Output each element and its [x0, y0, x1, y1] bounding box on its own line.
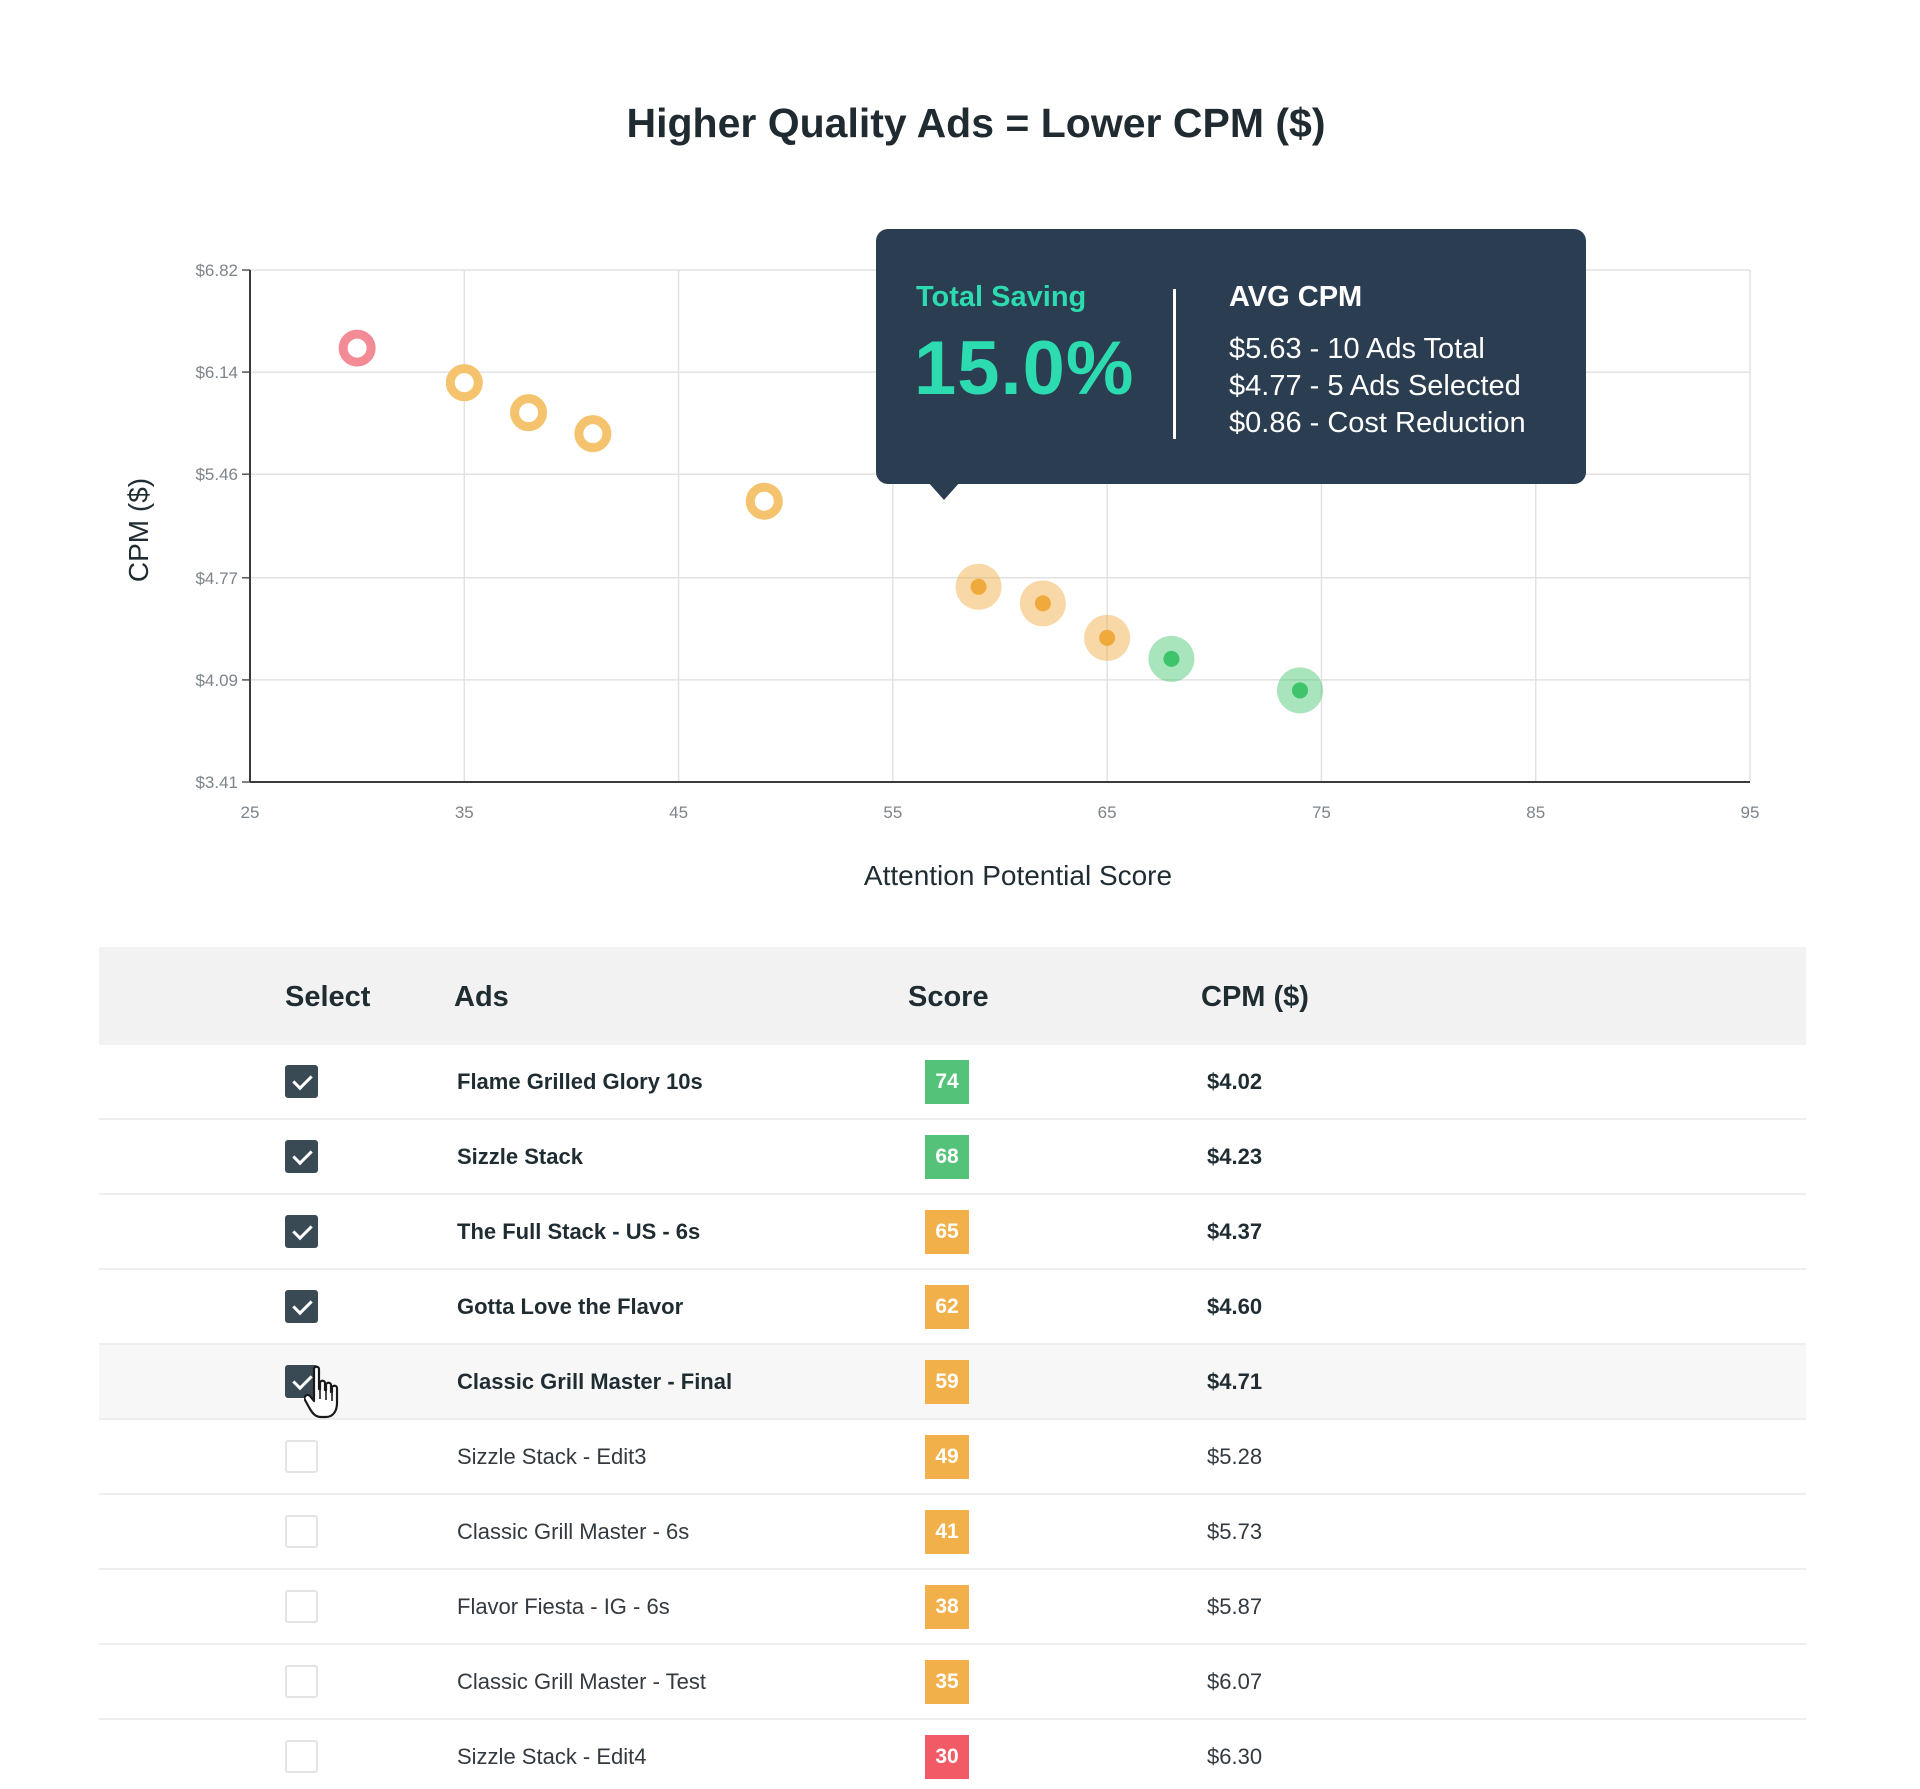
table-row[interactable]: Classic Grill Master - Test 35 $6.07 — [99, 1645, 1806, 1720]
table-row[interactable]: Gotta Love the Flavor 62 $4.60 — [99, 1270, 1806, 1345]
x-tick-label: 65 — [1098, 803, 1117, 822]
table-row[interactable]: Sizzle Stack - Edit3 49 $5.28 — [99, 1420, 1806, 1495]
y-tick-label: $3.41 — [195, 773, 238, 792]
unselected-point — [745, 482, 783, 520]
selected-point — [970, 578, 987, 595]
table-body: Flame Grilled Glory 10s 74 $4.02 Sizzle Sta… — [99, 1045, 1806, 1789]
header-select: Select — [285, 981, 371, 1013]
cpm-value: $6.30 — [1207, 1744, 1263, 1769]
table-row[interactable]: The Full Stack - US - 6s 65 $4.37 — [99, 1195, 1806, 1270]
unselected-point — [510, 394, 548, 432]
select-checkbox[interactable] — [285, 1140, 318, 1173]
x-tick-label: 95 — [1741, 803, 1760, 822]
scatter-chart: 25 35 45 55 65 75 85 95 $6.82 $6.14 $5.46 $4.77 $4.0… — [123, 261, 1760, 891]
avg-cpm-lines: $5.63 - 10 Ads Total $4.77 - 5 Ads Selec… — [1229, 331, 1526, 442]
ad-name: Classic Grill Master - 6s — [457, 1519, 690, 1544]
selected-point — [1034, 595, 1051, 612]
ad-name: The Full Stack - US - 6s — [457, 1219, 701, 1244]
avg-cpm-selected: $4.77 - 5 Ads Selected — [1229, 370, 1521, 402]
avg-cpm-total: $5.63 - 10 Ads Total — [1229, 333, 1485, 365]
selected-point — [1292, 682, 1308, 699]
table-header: Select Ads Score CPM ($) — [99, 947, 1806, 1045]
select-checkbox[interactable] — [285, 1515, 318, 1548]
x-tick-label: 85 — [1526, 803, 1545, 822]
x-tick-label: 55 — [883, 803, 902, 822]
ad-name: Classic Grill Master - Final — [457, 1369, 733, 1394]
score-badge: 35 — [925, 1660, 969, 1704]
table-row[interactable]: Sizzle Stack 68 $4.23 — [99, 1120, 1806, 1195]
y-tick-label: $6.14 — [195, 363, 238, 382]
avg-cpm-reduction: $0.86 - Cost Reduction — [1229, 407, 1526, 439]
cpm-value: $4.23 — [1207, 1144, 1263, 1169]
hand-cursor-icon — [304, 1365, 339, 1419]
score-badge: 59 — [925, 1360, 969, 1404]
score-badge: 62 — [925, 1285, 969, 1329]
select-checkbox[interactable] — [285, 1065, 318, 1098]
ad-name: Classic Grill Master - Test — [457, 1669, 706, 1694]
unselected-point — [338, 329, 376, 367]
ad-name: Sizzle Stack - Edit3 — [457, 1444, 647, 1469]
tooltip-arrow — [928, 482, 960, 500]
select-checkbox[interactable] — [285, 1590, 318, 1623]
table-row[interactable]: Flame Grilled Glory 10s 74 $4.02 — [99, 1045, 1806, 1120]
cpm-value: $4.71 — [1207, 1369, 1263, 1394]
score-badge: 49 — [925, 1435, 969, 1479]
x-tick-label: 25 — [241, 803, 260, 822]
select-checkbox[interactable] — [285, 1440, 318, 1473]
select-checkbox[interactable] — [285, 1665, 318, 1698]
y-tick-label: $6.82 — [195, 261, 238, 280]
table-row[interactable]: Sizzle Stack - Edit4 30 $6.30 — [99, 1720, 1806, 1789]
y-axis-title: CPM ($) — [123, 478, 154, 582]
chart-title: Higher Quality Ads = Lower CPM ($) — [626, 100, 1326, 146]
selected-point — [1163, 650, 1180, 667]
avg-cpm-title: AVG CPM — [1229, 281, 1363, 313]
total-saving-value: 15.0% — [914, 326, 1135, 411]
ad-name: Flavor Fiesta - IG - 6s — [457, 1594, 670, 1619]
table-row[interactable]: Classic Grill Master - 6s 41 $5.73 — [99, 1495, 1806, 1570]
cpm-value: $4.02 — [1207, 1069, 1263, 1094]
x-tick-label: 35 — [455, 803, 474, 822]
y-tick-label: $4.77 — [195, 569, 238, 588]
ad-name: Sizzle Stack - Edit4 — [457, 1744, 647, 1769]
selected-point — [1099, 629, 1116, 646]
x-axis-title: Attention Potential Score — [864, 860, 1172, 891]
tooltip-divider — [1173, 289, 1176, 439]
unselected-point — [574, 415, 612, 453]
ad-name: Sizzle Stack — [457, 1144, 583, 1169]
select-checkbox[interactable] — [285, 1290, 318, 1323]
header-ads[interactable]: Ads — [454, 981, 509, 1013]
ads-table: Select Ads Score CPM ($) Flame Grilled G… — [99, 947, 1806, 1789]
cpm-value: $4.37 — [1207, 1219, 1263, 1244]
unselected-point — [445, 364, 483, 402]
x-tick-label: 75 — [1312, 803, 1331, 822]
cpm-value: $5.28 — [1207, 1444, 1263, 1469]
ad-name: Gotta Love the Flavor — [457, 1294, 684, 1319]
table-row[interactable]: Classic Grill Master - Final 59 $4.71 — [99, 1345, 1806, 1420]
savings-tooltip: Total Saving 15.0% AVG CPM $5.63 - 10 Ad… — [876, 229, 1586, 484]
header-score[interactable]: Score — [908, 981, 989, 1013]
score-badge: 65 — [925, 1210, 969, 1254]
score-badge: 41 — [925, 1510, 969, 1554]
cpm-value: $4.60 — [1207, 1294, 1263, 1319]
score-badge: 68 — [925, 1135, 969, 1179]
cpm-value: $6.07 — [1207, 1669, 1263, 1694]
ad-name: Flame Grilled Glory 10s — [457, 1069, 703, 1094]
score-badge: 38 — [925, 1585, 969, 1629]
y-tick-label: $5.46 — [195, 465, 238, 484]
cpm-value: $5.73 — [1207, 1519, 1263, 1544]
score-badge: 30 — [925, 1735, 969, 1779]
y-tick-label: $4.09 — [195, 671, 238, 690]
x-tick-label: 45 — [669, 803, 688, 822]
header-cpm[interactable]: CPM ($) — [1201, 981, 1309, 1013]
select-checkbox[interactable] — [285, 1740, 318, 1773]
total-saving-label: Total Saving — [916, 281, 1087, 313]
select-checkbox[interactable] — [285, 1215, 318, 1248]
cpm-value: $5.87 — [1207, 1594, 1263, 1619]
score-badge: 74 — [925, 1060, 969, 1104]
table-row[interactable]: Flavor Fiesta - IG - 6s 38 $5.87 — [99, 1570, 1806, 1645]
